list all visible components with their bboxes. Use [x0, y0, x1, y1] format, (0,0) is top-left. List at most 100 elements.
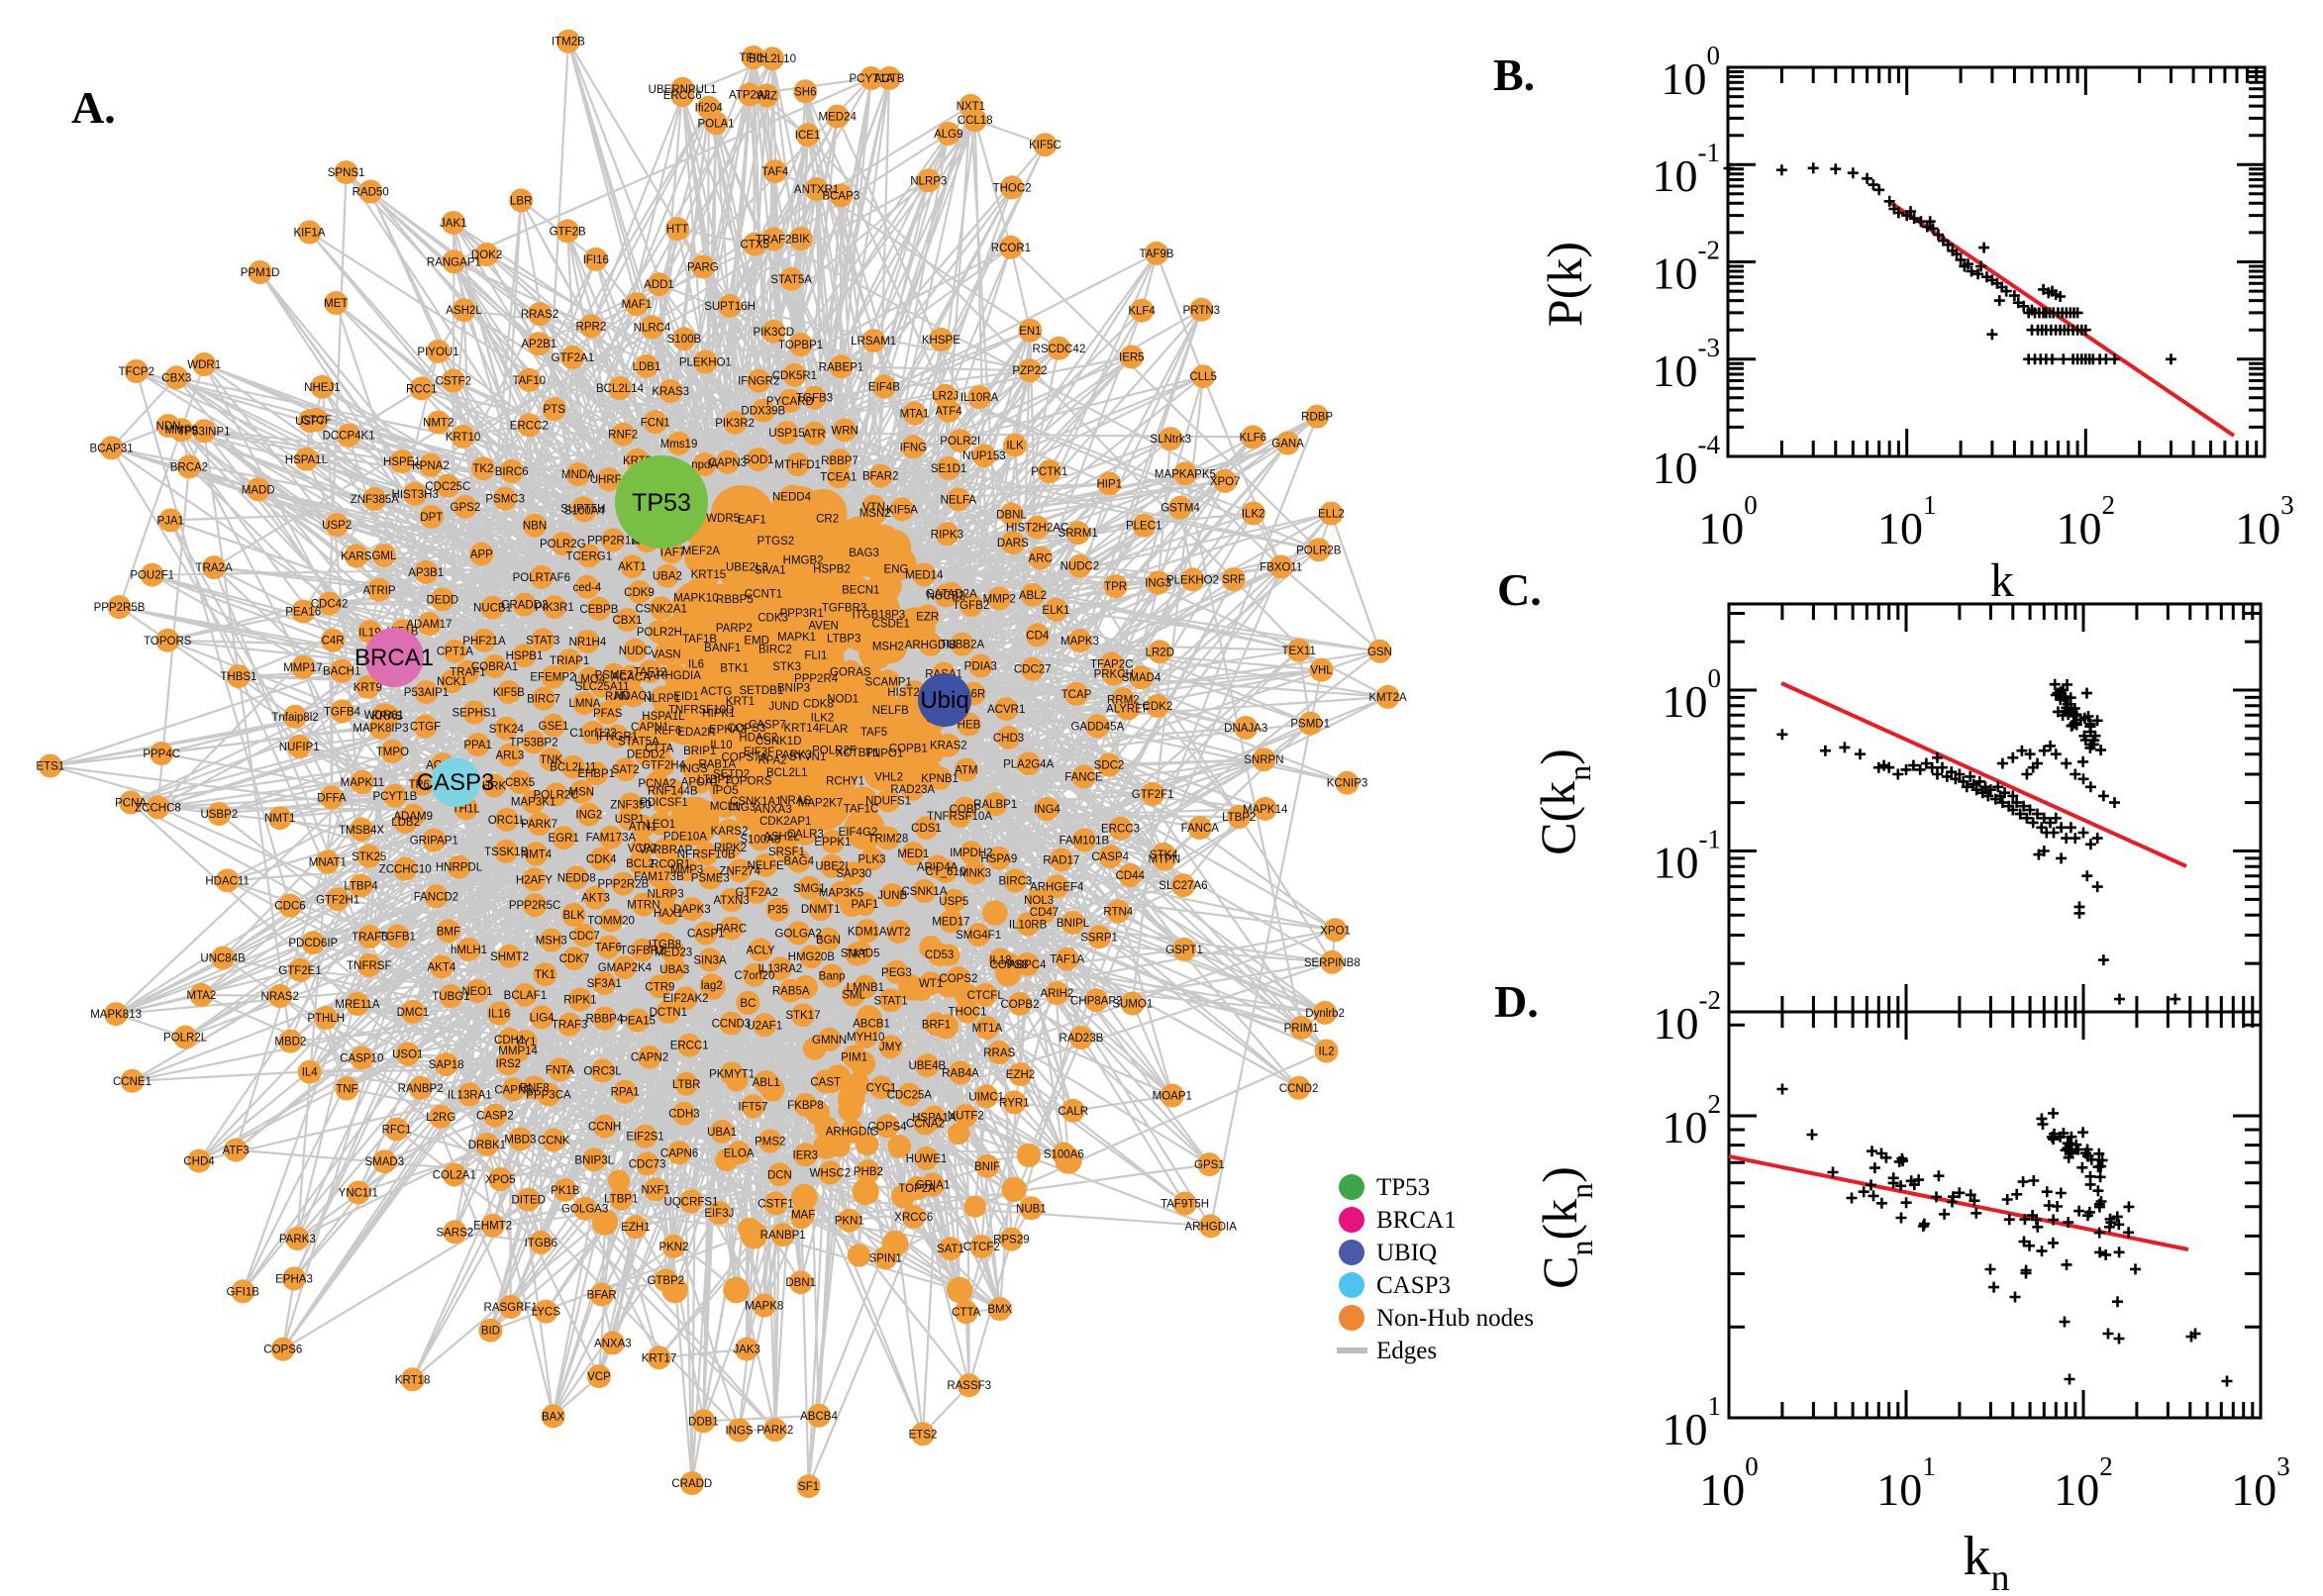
svg-text:PPP4C: PPP4C: [143, 748, 180, 760]
svg-text:PFAS: PFAS: [593, 708, 623, 720]
svg-text:BC: BC: [740, 998, 756, 1010]
svg-text:IFI16: IFI16: [583, 254, 609, 266]
svg-text:BFAR2: BFAR2: [862, 471, 898, 483]
svg-text:POLR2F: POLR2F: [812, 746, 857, 757]
svg-text:HSPA1A: HSPA1A: [912, 1113, 957, 1125]
svg-text:TNFRSF10D: TNFRSF10D: [668, 704, 734, 716]
svg-text:MAPK10: MAPK10: [673, 593, 718, 605]
svg-text:ING3: ING3: [1145, 578, 1171, 590]
svg-text:BCAP3: BCAP3: [822, 190, 859, 202]
svg-text:CASP2: CASP2: [476, 1111, 514, 1123]
svg-text:TFIIH: TFIIH: [739, 52, 767, 64]
svg-text:SUPT5H: SUPT5H: [560, 503, 605, 515]
svg-text:CDK3: CDK3: [758, 613, 788, 625]
svg-text:AP2B1: AP2B1: [521, 339, 556, 350]
svg-text:RNF2: RNF2: [608, 430, 638, 442]
svg-text:PARK3: PARK3: [775, 749, 812, 761]
svg-text:EIF2S1: EIF2S1: [626, 1132, 663, 1144]
svg-text:VTN: VTN: [862, 502, 885, 514]
svg-text:TRAF1: TRAF1: [450, 667, 485, 679]
svg-text:TGFB4: TGFB4: [324, 706, 361, 718]
svg-text:SRSF1: SRSF1: [768, 847, 805, 858]
svg-text:GSTM4: GSTM4: [1161, 503, 1200, 515]
svg-text:THBS1: THBS1: [220, 671, 256, 683]
svg-text:TRAF2: TRAF2: [756, 234, 791, 246]
svg-text:HNRPDL: HNRPDL: [436, 862, 483, 874]
svg-text:CRADD: CRADD: [671, 1478, 712, 1490]
svg-text:ADD1: ADD1: [644, 279, 674, 291]
svg-text:CD44: CD44: [1116, 870, 1146, 882]
svg-text:PCTK1: PCTK1: [1031, 466, 1067, 478]
svg-text:KLF6: KLF6: [1240, 432, 1267, 444]
svg-text:HDAC2: HDAC2: [739, 733, 777, 745]
svg-text:CDC42: CDC42: [311, 599, 349, 611]
svg-text:FCN1: FCN1: [641, 417, 670, 429]
svg-text:PIM1: PIM1: [841, 1051, 867, 1063]
svg-text:NXF1: NXF1: [641, 1184, 669, 1196]
svg-text:HSPB1: HSPB1: [506, 650, 544, 662]
svg-text:PDICSF1: PDICSF1: [640, 797, 688, 809]
svg-text:TNF: TNF: [336, 1084, 357, 1096]
svg-text:HRK: HRK: [482, 781, 507, 793]
svg-text:SIVA1: SIVA1: [755, 564, 786, 576]
svg-text:COPS2: COPS2: [939, 973, 977, 985]
svg-text:PTGS2: PTGS2: [757, 536, 794, 548]
svg-text:SF1: SF1: [798, 1481, 819, 1493]
svg-text:MAPKAPK5: MAPKAPK5: [1155, 468, 1216, 480]
svg-text:TP53: TP53: [1376, 1174, 1430, 1201]
svg-text:ILK2: ILK2: [1242, 508, 1265, 520]
svg-text:CCNT1: CCNT1: [745, 589, 782, 601]
svg-text:KRT15: KRT15: [691, 569, 727, 581]
svg-text:COPS8: COPS8: [989, 959, 1028, 971]
svg-text:CCNK: CCNK: [538, 1136, 570, 1147]
svg-text:MAF1: MAF1: [622, 299, 653, 311]
svg-text:UHRF1: UHRF1: [590, 474, 628, 486]
svg-text:PARK7: PARK7: [521, 819, 557, 831]
svg-text:TRAF3: TRAF3: [552, 1020, 587, 1032]
svg-text:AKT4: AKT4: [428, 961, 456, 973]
svg-text:CDS1: CDS1: [911, 823, 942, 835]
svg-text:C1orf123: C1orf123: [569, 728, 616, 740]
svg-text:VHL2: VHL2: [874, 771, 903, 783]
svg-text:MAPK813: MAPK813: [90, 1009, 142, 1021]
svg-text:ZCCHC10: ZCCHC10: [379, 864, 432, 876]
svg-text:GADD45A: GADD45A: [1070, 721, 1124, 733]
svg-text:RBBP5: RBBP5: [716, 594, 754, 606]
svg-text:ARHGDIA: ARHGDIA: [649, 670, 701, 682]
svg-text:TKT: TKT: [846, 949, 867, 961]
svg-text:SYVN1: SYVN1: [789, 751, 827, 763]
svg-text:ABCB4: ABCB4: [800, 1411, 838, 1423]
svg-text:IFNG: IFNG: [900, 442, 928, 453]
svg-text:MAPK8: MAPK8: [745, 1301, 783, 1313]
svg-text:CBX3: CBX3: [161, 372, 191, 384]
svg-text:IL10RA: IL10RA: [960, 392, 999, 404]
svg-text:PPP3R1: PPP3R1: [780, 608, 824, 620]
svg-text:PEA16: PEA16: [285, 607, 321, 619]
svg-text:COPS4: COPS4: [868, 1121, 908, 1133]
svg-text:RAB4A: RAB4A: [942, 1068, 979, 1080]
svg-text:CTTA: CTTA: [645, 744, 674, 755]
svg-text:MNAT1: MNAT1: [309, 857, 347, 869]
svg-text:SAP18: SAP18: [429, 1059, 464, 1071]
svg-text:PSMD1: PSMD1: [1290, 719, 1330, 731]
svg-text:TGFB3: TGFB3: [796, 393, 833, 405]
svg-text:SETDB1: SETDB1: [740, 685, 784, 697]
svg-text:ETS1: ETS1: [36, 761, 64, 773]
svg-text:ENG: ENG: [884, 564, 909, 576]
svg-text:WHSC2: WHSC2: [810, 1167, 852, 1179]
svg-text:BCL2L1: BCL2L1: [766, 767, 808, 779]
svg-text:CHP8AP2: CHP8AP2: [1070, 995, 1122, 1007]
svg-text:CCNH: CCNH: [588, 1122, 621, 1134]
svg-text:FLAR: FLAR: [819, 724, 848, 736]
svg-text:MAPK3: MAPK3: [1060, 636, 1099, 648]
svg-text:P53AIP1: P53AIP1: [404, 687, 449, 699]
svg-text:KIF5A: KIF5A: [886, 504, 918, 516]
svg-text:ATF3: ATF3: [223, 1146, 250, 1157]
svg-text:IER3: IER3: [793, 1149, 819, 1161]
svg-text:PRIM1: PRIM1: [1284, 1023, 1319, 1035]
svg-text:PPP2R4: PPP2R4: [794, 673, 839, 685]
svg-text:XRCC6: XRCC6: [894, 1212, 933, 1224]
svg-text:ACVR1: ACVR1: [987, 704, 1025, 716]
svg-text:SH6: SH6: [794, 86, 816, 98]
svg-text:BACH1: BACH1: [323, 666, 360, 678]
